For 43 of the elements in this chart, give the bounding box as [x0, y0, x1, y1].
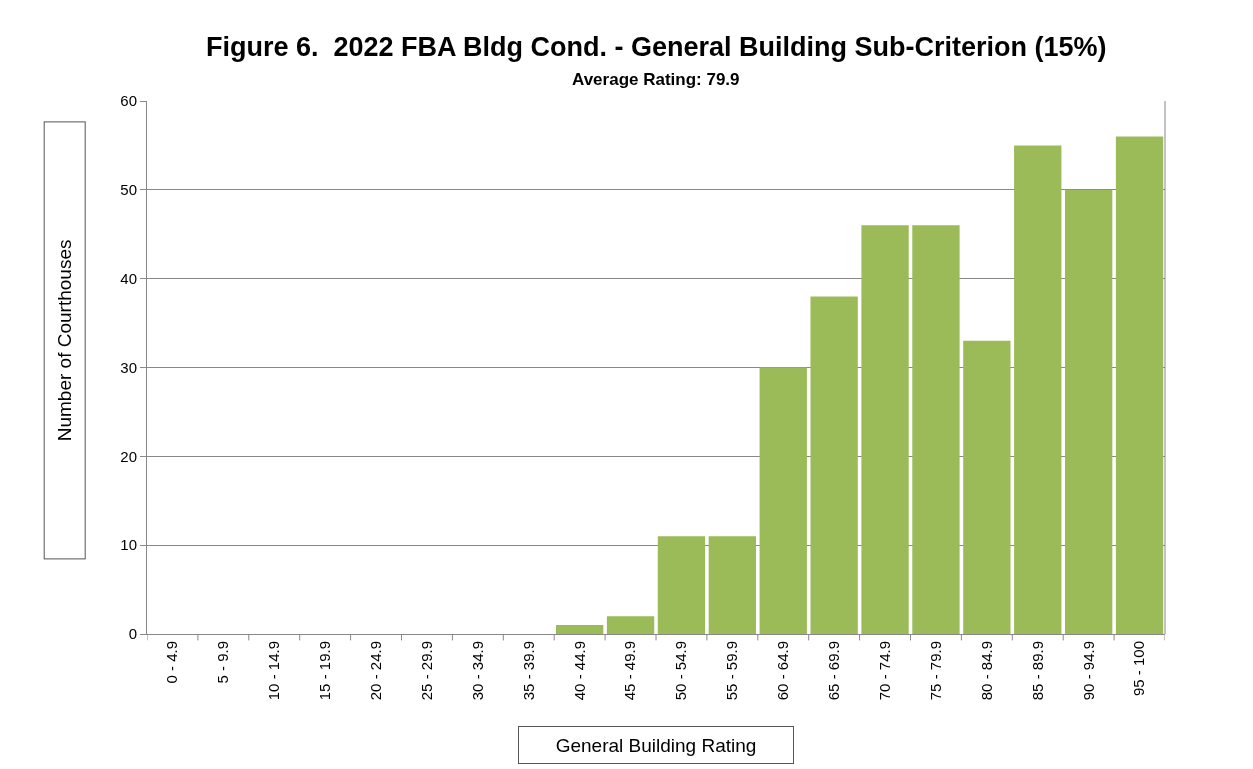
chart-subtitle: Average Rating: 79.9	[572, 70, 740, 89]
x-tick-label: 15 - 19.9	[316, 641, 334, 701]
y-tick-label: 20	[120, 447, 137, 465]
x-tick-label: 0 - 4.9	[163, 641, 181, 684]
x-tick-label: 35 - 39.9	[519, 641, 537, 701]
x-tick-label: 90 - 94.9	[1079, 641, 1097, 701]
y-tick-label: 0	[128, 625, 137, 643]
x-tick-label: 75 - 79.9	[926, 641, 944, 701]
x-tick-label: 40 - 44.9	[570, 641, 588, 701]
bar	[759, 367, 807, 634]
y-tick-label: 30	[120, 358, 137, 376]
chart-title: Figure 6. 2022 FBA Bldg Cond. - General Building Sub-Criterion (15%)	[206, 32, 1107, 62]
x-tick-label: 80 - 84.9	[977, 641, 995, 701]
bar	[1115, 136, 1164, 634]
x-tick-label: 45 - 49.9	[621, 641, 639, 701]
x-tick-label: 25 - 29.9	[417, 641, 435, 701]
bar	[606, 616, 655, 634]
bar	[810, 296, 858, 634]
x-tick-label: 85 - 89.9	[1028, 641, 1046, 701]
y-tick-label: 40	[120, 269, 137, 287]
x-tick-label: 55 - 59.9	[723, 641, 741, 701]
x-tick-label: 50 - 54.9	[672, 641, 690, 701]
y-tick-label: 50	[120, 181, 137, 199]
bar	[912, 225, 960, 634]
x-tick-label: 10 - 14.9	[265, 641, 283, 701]
bar	[555, 625, 604, 634]
x-tick-label: 5 - 9.9	[214, 641, 232, 684]
x-tick-label: 70 - 74.9	[875, 641, 893, 701]
y-tick-label: 10	[120, 536, 137, 554]
y-axis-title: Number of Courthouses	[54, 239, 76, 442]
bar	[657, 536, 706, 634]
x-tick-label: 60 - 64.9	[774, 641, 792, 701]
x-tick-label: 65 - 69.9	[825, 641, 843, 701]
x-axis-title: General Building Rating	[555, 734, 757, 756]
bar	[708, 536, 757, 634]
x-tick-label: 20 - 24.9	[366, 641, 384, 701]
bar	[1014, 145, 1062, 634]
x-tick-label: 30 - 34.9	[468, 641, 486, 701]
bar	[861, 225, 909, 634]
y-tick-label: 60	[120, 92, 137, 110]
x-tick-label: 95 - 100	[1130, 641, 1148, 697]
bar	[1064, 189, 1113, 634]
bar	[963, 340, 1011, 634]
